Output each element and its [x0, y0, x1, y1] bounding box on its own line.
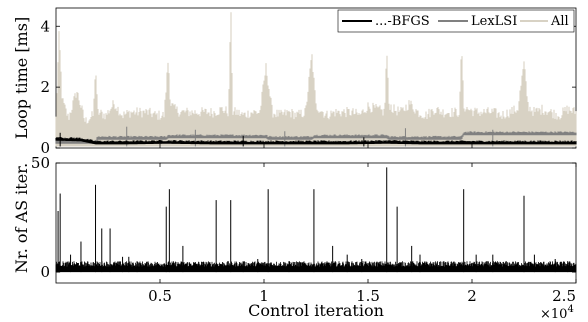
- x-tick-label: 2.5: [552, 287, 576, 305]
- legend: ...-BFGS LexLSI All: [337, 9, 575, 33]
- series-0-trace: [55, 136, 577, 145]
- as-iterations-panel: 0 50 0.5 1 1.5 2 2.5 Nr. of AS iter. Control …: [12, 154, 577, 322]
- series-0-line: [55, 132, 577, 147]
- x-axis-multiplier-exponent: 4: [567, 304, 573, 315]
- as-iterations-y-axis-label: Nr. of AS iter.: [12, 163, 31, 273]
- x-axis-label: Control iteration: [248, 301, 384, 320]
- top-plot-frame: [55, 7, 577, 149]
- x-tick-label: 2: [467, 287, 477, 305]
- x-axis-multiplier: ×104: [540, 304, 574, 322]
- y-tick-label: 0: [40, 263, 50, 281]
- as-iterations-line: [55, 167, 577, 273]
- loop-time-series-group: [55, 12, 577, 147]
- x-ticks: 0.5 1 1.5 2 2.5: [148, 163, 577, 305]
- series-1-trace: [55, 131, 577, 144]
- x-tick-label: 0.5: [148, 287, 172, 305]
- loop-time-y-axis-label: Loop time [ms]: [12, 17, 31, 139]
- loop-time-panel: 0 2 4 Loop time [ms] ...-BFGS LexLSI All: [12, 7, 577, 157]
- y-tick-label: 0: [40, 139, 50, 157]
- as-iterations-y-ticks: 0 50: [31, 154, 576, 281]
- x-axis-multiplier-base: ×10: [540, 307, 567, 322]
- as-iterations-trace: [55, 261, 577, 273]
- series-2-trace: [55, 12, 577, 147]
- legend-label-lexlsi: LexLSI: [471, 14, 517, 29]
- y-tick-label: 4: [40, 17, 50, 35]
- legend-label-all: All: [550, 14, 569, 29]
- x-tick-label: 1: [259, 287, 269, 305]
- bottom-plot-frame: [55, 162, 577, 284]
- y-tick-label: 50: [31, 154, 50, 172]
- y-tick-label: 2: [40, 78, 50, 96]
- x-tick-label: 1.5: [356, 287, 380, 305]
- series-2-line: [55, 12, 577, 147]
- legend-label-bfgs: ...-BFGS: [375, 14, 430, 29]
- as-iterations-series-group: [55, 167, 577, 273]
